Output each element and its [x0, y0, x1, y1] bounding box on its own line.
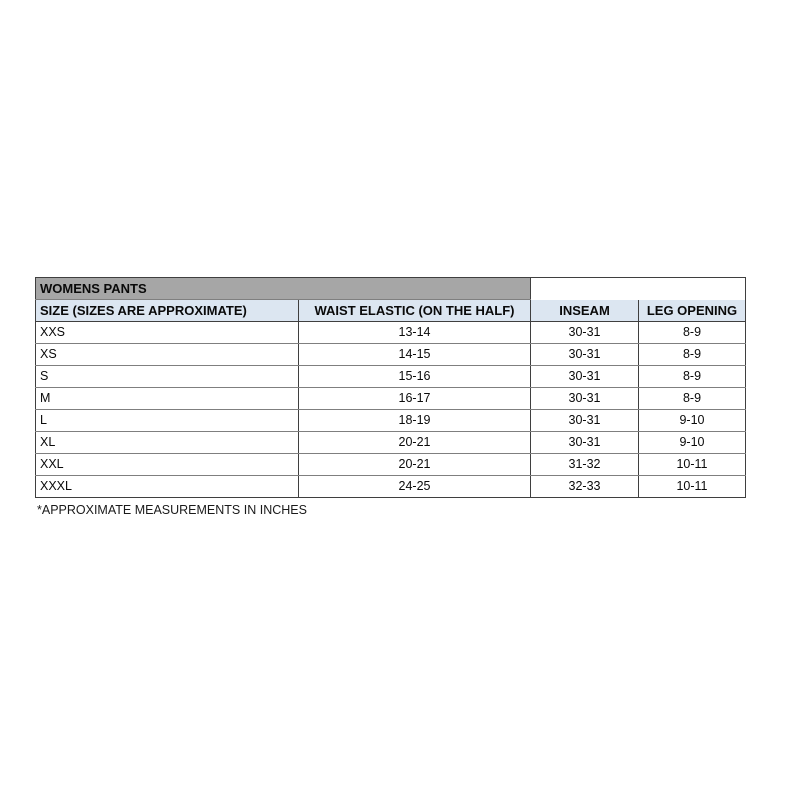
table-row: XL 20-21 30-31 9-10 [35, 431, 746, 454]
column-header-inseam: INSEAM [530, 299, 639, 322]
table-row: XXS 13-14 30-31 8-9 [35, 321, 746, 344]
table-row: L 18-19 30-31 9-10 [35, 409, 746, 432]
cell-waist-elastic: 16-17 [298, 387, 531, 410]
cell-inseam: 30-31 [530, 321, 639, 344]
table-title: WOMENS PANTS [35, 277, 531, 300]
column-header-leg-opening: LEG OPENING [638, 299, 746, 322]
table-row: XXL 20-21 31-32 10-11 [35, 453, 746, 476]
cell-waist-elastic: 20-21 [298, 453, 531, 476]
cell-size: XXS [35, 321, 299, 344]
cell-leg-opening: 9-10 [638, 409, 746, 432]
cell-waist-elastic: 13-14 [298, 321, 531, 344]
cell-inseam: 30-31 [530, 365, 639, 388]
cell-size: M [35, 387, 299, 410]
cell-inseam: 30-31 [530, 387, 639, 410]
cell-inseam: 32-33 [530, 475, 639, 498]
table-body: WOMENS PANTS SIZE (SIZES ARE APPROXIMATE… [35, 277, 746, 498]
cell-leg-opening: 9-10 [638, 431, 746, 454]
cell-waist-elastic: 18-19 [298, 409, 531, 432]
cell-waist-elastic: 15-16 [298, 365, 531, 388]
cell-size: L [35, 409, 299, 432]
cell-size: XXXL [35, 475, 299, 498]
table-row: S 15-16 30-31 8-9 [35, 365, 746, 388]
cell-size: S [35, 365, 299, 388]
cell-inseam: 30-31 [530, 431, 639, 454]
table-title-filler-inseam [530, 277, 639, 300]
cell-inseam: 31-32 [530, 453, 639, 476]
size-chart-container: WOMENS PANTS SIZE (SIZES ARE APPROXIMATE… [35, 277, 746, 498]
cell-size: XXL [35, 453, 299, 476]
womens-pants-size-table: WOMENS PANTS SIZE (SIZES ARE APPROXIMATE… [35, 277, 746, 498]
cell-waist-elastic: 24-25 [298, 475, 531, 498]
measurements-footnote: *APPROXIMATE MEASUREMENTS IN INCHES [37, 503, 307, 517]
cell-leg-opening: 8-9 [638, 387, 746, 410]
cell-inseam: 30-31 [530, 343, 639, 366]
table-row: XXXL 24-25 32-33 10-11 [35, 475, 746, 498]
cell-inseam: 30-31 [530, 409, 639, 432]
table-row: XS 14-15 30-31 8-9 [35, 343, 746, 366]
cell-leg-opening: 8-9 [638, 365, 746, 388]
cell-leg-opening: 8-9 [638, 343, 746, 366]
cell-leg-opening: 10-11 [638, 475, 746, 498]
cell-waist-elastic: 14-15 [298, 343, 531, 366]
cell-size: XS [35, 343, 299, 366]
table-title-filler-legopening [638, 277, 746, 300]
column-header-waist-elastic: WAIST ELASTIC (ON THE HALF) [298, 299, 531, 322]
cell-waist-elastic: 20-21 [298, 431, 531, 454]
cell-leg-opening: 8-9 [638, 321, 746, 344]
table-header-row: SIZE (SIZES ARE APPROXIMATE) WAIST ELAST… [35, 299, 746, 322]
table-title-row: WOMENS PANTS [35, 277, 746, 300]
column-header-size: SIZE (SIZES ARE APPROXIMATE) [35, 299, 299, 322]
table-row: M 16-17 30-31 8-9 [35, 387, 746, 410]
cell-size: XL [35, 431, 299, 454]
cell-leg-opening: 10-11 [638, 453, 746, 476]
